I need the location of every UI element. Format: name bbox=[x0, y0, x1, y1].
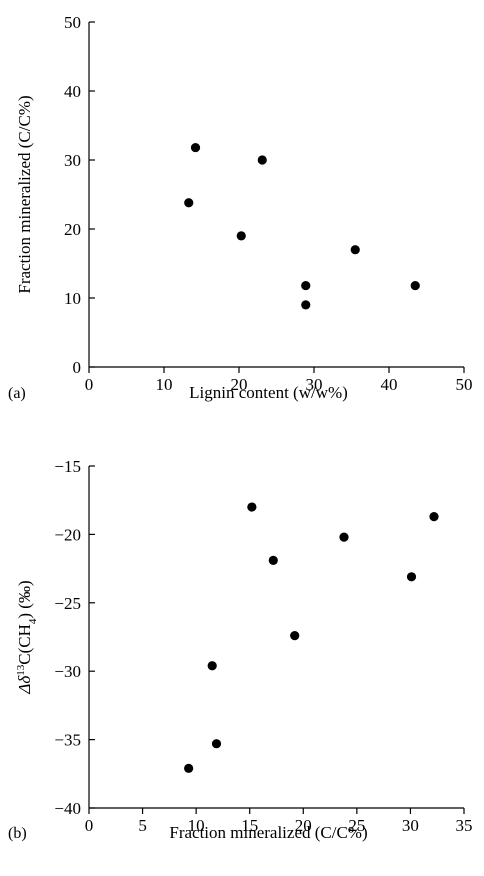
x-tick-label: 20 bbox=[295, 816, 312, 835]
data-point bbox=[190, 142, 201, 153]
x-tick-label: 50 bbox=[456, 375, 473, 394]
x-tick-label: 25 bbox=[348, 816, 365, 835]
y-axis-label-prefix: Δδ bbox=[15, 675, 34, 695]
data-point bbox=[236, 231, 246, 241]
x-tick-label: 15 bbox=[241, 816, 258, 835]
data-point bbox=[301, 300, 311, 310]
panel-label: (b) bbox=[8, 825, 27, 842]
data-point bbox=[257, 155, 267, 165]
y-tick-label: −35 bbox=[54, 731, 81, 750]
y-axis-label-mid: C(CH bbox=[15, 624, 34, 665]
y-tick-label: −20 bbox=[54, 525, 81, 544]
data-point bbox=[406, 572, 417, 582]
data-point bbox=[211, 739, 222, 749]
data-point bbox=[247, 502, 257, 512]
data-point bbox=[339, 532, 349, 542]
x-tick-label: 30 bbox=[306, 375, 323, 394]
y-tick-label: 50 bbox=[64, 13, 81, 32]
x-tick-label: 20 bbox=[231, 375, 248, 394]
chart-panel-a: 0 10 20 30 40 50 0 10 20 30 40 50 Lignin content (w/… bbox=[8, 13, 473, 402]
x-tick-label: 30 bbox=[402, 816, 419, 835]
x-tick-label: 5 bbox=[138, 816, 147, 835]
data-point bbox=[184, 198, 194, 208]
y-axis-label-suffix: ) (‰) bbox=[15, 580, 34, 618]
y-axis-label-sup: 13 bbox=[15, 664, 27, 676]
data-point bbox=[290, 631, 300, 641]
y-tick-label: −25 bbox=[54, 594, 81, 613]
y-tick-label: 20 bbox=[64, 220, 81, 239]
y-axis-label: Δδ13C(CH4) (‰) bbox=[15, 580, 39, 694]
x-tick-label: 0 bbox=[85, 375, 94, 394]
y-tick-label: 10 bbox=[64, 289, 81, 308]
x-tick-label: 10 bbox=[188, 816, 205, 835]
x-axis-label: Lignin content (w/w%) bbox=[189, 383, 348, 402]
data-point bbox=[184, 763, 194, 773]
y-axis-label: Fraction mineralized (C/C%) bbox=[15, 95, 34, 293]
data-point bbox=[350, 245, 360, 255]
x-tick-label: 10 bbox=[156, 375, 173, 394]
y-tick-label: −30 bbox=[54, 662, 81, 681]
data-point bbox=[301, 280, 311, 291]
y-tick-label: 30 bbox=[64, 151, 81, 170]
data-point bbox=[207, 661, 217, 671]
data-point bbox=[268, 555, 278, 565]
data-point bbox=[410, 280, 420, 291]
y-axis-label-sub: 4 bbox=[27, 618, 39, 624]
y-tick-label: 40 bbox=[64, 82, 81, 101]
y-tick-label: −40 bbox=[54, 799, 81, 818]
chart-panel-b: 0 5 10 15 20 25 30 35 −40 −35 −30 −25 −20 −15 Fraction… bbox=[8, 457, 473, 842]
y-tick-label: 0 bbox=[73, 358, 82, 377]
x-tick-label: 35 bbox=[456, 816, 473, 835]
y-tick-label: −15 bbox=[54, 457, 81, 476]
data-point bbox=[429, 512, 439, 522]
x-tick-label: 40 bbox=[381, 375, 398, 394]
x-tick-label: 0 bbox=[85, 816, 94, 835]
panel-label: (a) bbox=[8, 385, 26, 402]
x-axis-label: Fraction mineralized (C/C%) bbox=[169, 823, 367, 842]
